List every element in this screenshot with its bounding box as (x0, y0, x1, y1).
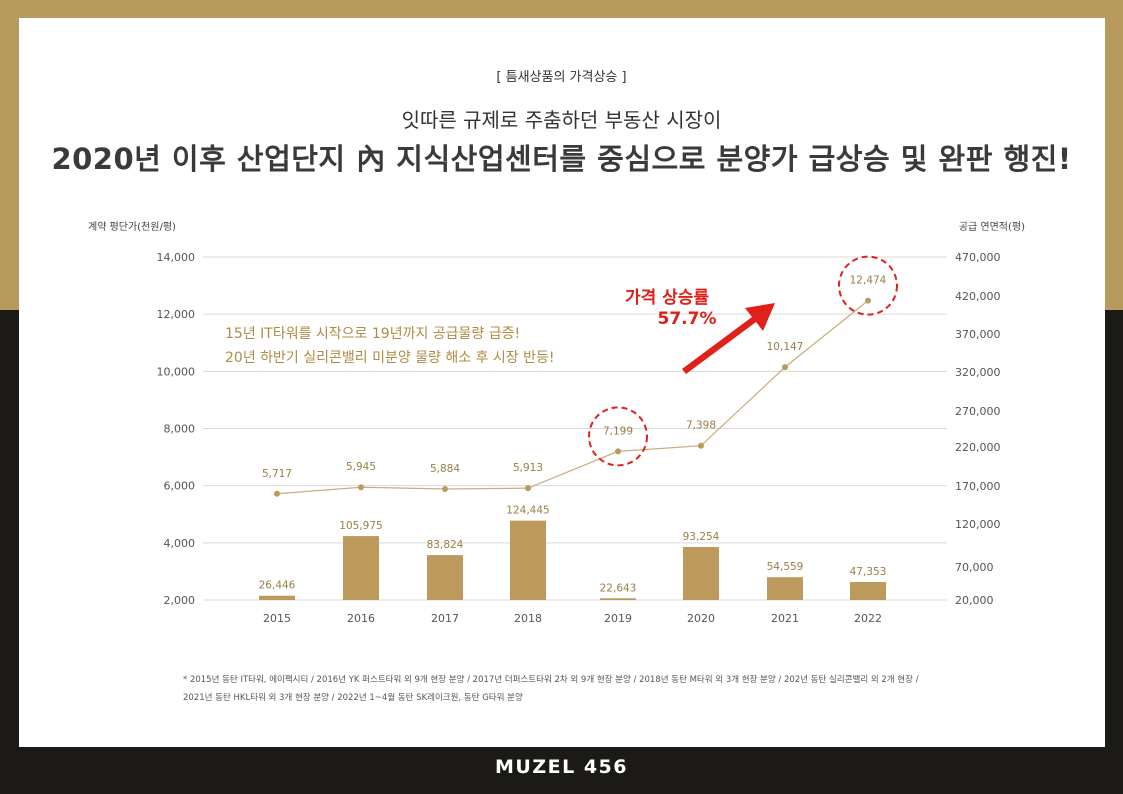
rise-arrow (682, 303, 775, 374)
price-line (276, 300, 869, 495)
footnote-line-1: * 2015년 동탄 IT타워, 에이팩시티 / 2016년 YK 퍼스트타워 … (183, 675, 919, 685)
content-panel (19, 18, 1105, 747)
right-tick-label: 20,000 (955, 594, 994, 607)
right-tick-label: 170,000 (955, 480, 1001, 493)
line-point (698, 442, 704, 449)
line-data-label: 7,199 (603, 425, 633, 437)
line-data-label: 5,913 (513, 462, 543, 474)
bar-data-label: 26,446 (259, 580, 296, 592)
right-tick-label: 470,000 (955, 251, 1001, 264)
left-tick-label: 12,000 (157, 308, 196, 321)
line-point (865, 297, 871, 304)
left-tick-label: 8,000 (164, 423, 196, 436)
category-label: 2020 (687, 612, 715, 625)
left-tick-label: 10,000 (157, 365, 196, 378)
right-tick-label: 120,000 (955, 518, 1001, 531)
bar-data-label: 22,643 (600, 582, 637, 594)
left-tick-label: 6,000 (164, 480, 196, 493)
line-data-label: 7,398 (686, 420, 716, 432)
highlight-circle (838, 255, 898, 316)
right-tick-label: 220,000 (955, 441, 1001, 454)
category-label: 2021 (771, 612, 799, 625)
line-data-label: 5,717 (262, 468, 292, 480)
footnote-line-2: 2021년 동탄 HKL타워 외 3개 현장 분양 / 2022년 1~4월 동… (183, 693, 523, 703)
right-tick-label: 320,000 (955, 366, 1001, 379)
line-point (442, 485, 448, 492)
annotations: 15년 IT타워를 시작으로 19년까지 공급물량 급증! 20년 하반기 실리콘… (225, 255, 898, 467)
bar (767, 577, 803, 600)
line-point (782, 364, 788, 371)
bar-data-label: 54,559 (767, 561, 804, 573)
bar (683, 547, 719, 600)
right-axis: 공급 연면적(평) 470,000 420,000 370,000 320,000 270… (955, 221, 1025, 607)
line-data-label: 5,945 (346, 461, 376, 473)
right-tick-label: 370,000 (955, 328, 1001, 341)
bar-data-label: 105,975 (339, 520, 382, 532)
category-label: 2018 (514, 612, 542, 625)
category-label: 2017 (431, 612, 459, 625)
bar-series: 26,446 105,975 83,824 124,445 22,643 93,254 54… (259, 505, 887, 600)
right-tick-label: 270,000 (955, 405, 1001, 418)
bar (850, 581, 886, 600)
bar (600, 598, 636, 600)
category-label: 2016 (347, 612, 375, 625)
left-tick-label: 14,000 (157, 251, 196, 264)
line-point (274, 490, 280, 497)
bar-data-label: 124,445 (506, 505, 549, 517)
left-axis-title: 계약 평단가(천원/평) (88, 221, 176, 233)
bar (343, 536, 379, 600)
left-axis: 계약 평단가(천원/평) 14,000 12,000 10,000 8,000 6,000… (88, 221, 195, 607)
bar-data-label: 93,254 (683, 531, 720, 543)
category-axis: 2015 2016 2017 2018 2019 2020 2021 2022 (263, 612, 882, 625)
line-data-label: 5,884 (430, 463, 460, 475)
bar (259, 595, 295, 600)
right-tick-label: 420,000 (955, 290, 1001, 303)
left-tick-label: 2,000 (164, 594, 196, 607)
line-data-label: 12,474 (850, 275, 887, 287)
line-point (525, 485, 531, 492)
highlight-circle (588, 406, 648, 467)
right-tick-label: 70,000 (955, 561, 994, 574)
bar-data-label: 83,824 (427, 539, 464, 551)
bar (427, 555, 463, 600)
bar-data-label: 47,353 (850, 566, 887, 578)
page-subtitle: 잇따른 규제로 주춤하던 부동산 시장이 (401, 108, 722, 132)
left-tick-label: 4,000 (164, 537, 196, 550)
page-title: 2020년 이후 산업단지 內 지식산업센터를 중심으로 분양가 급상승 및 완… (51, 142, 1072, 176)
section-kicker: [ 틈새상품의 가격상승 ] (496, 70, 627, 85)
rise-label: 가격 상승률 (625, 288, 709, 308)
rise-value: 57.7% (658, 309, 717, 329)
annotation-text: 20년 하반기 실리콘밸리 미분양 물량 해소 후 시장 반등! (225, 350, 555, 366)
category-label: 2019 (604, 612, 632, 625)
footnote: * 2015년 동탄 IT타워, 에이팩시티 / 2016년 YK 퍼스트타워 … (183, 671, 1003, 707)
category-label: 2022 (854, 612, 882, 625)
category-label: 2015 (263, 612, 291, 625)
line-point (615, 448, 621, 455)
bar (510, 520, 546, 600)
line-data-label: 10,147 (767, 341, 804, 353)
chart-gridlines (203, 256, 947, 601)
line-point (358, 484, 364, 491)
annotation-text: 15년 IT타워를 시작으로 19년까지 공급물량 급증! (225, 326, 520, 342)
brand-logo: MUZEL 456 (495, 756, 628, 778)
line-series: 5,717 5,945 5,884 5,913 7,199 7,398 10,147 12,4… (262, 275, 887, 497)
right-axis-title: 공급 연면적(평) (959, 221, 1025, 233)
